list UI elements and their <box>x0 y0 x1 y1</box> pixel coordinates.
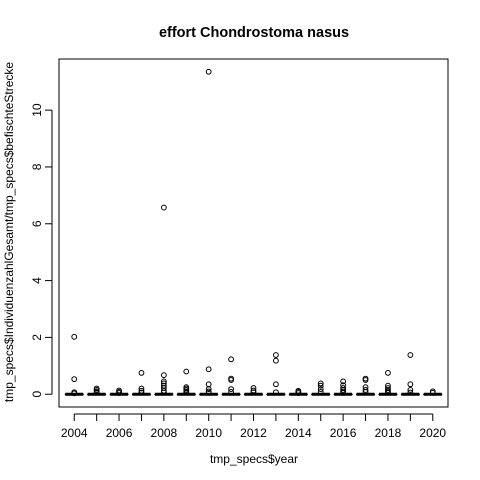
y-tick-label: 6 <box>30 220 44 227</box>
x-tick-label: 2010 <box>195 426 222 440</box>
box-2005 <box>87 385 107 396</box>
outlier-point <box>71 333 78 340</box>
x-tick-label: 2020 <box>419 426 446 440</box>
outlier-point <box>250 385 257 391</box>
outlier-point <box>407 387 414 393</box>
x-tick-label: 2016 <box>330 426 357 440</box>
outlier-point <box>160 378 167 385</box>
box-2014 <box>288 387 308 396</box>
outlier-point <box>317 380 324 387</box>
box-2012 <box>244 385 263 396</box>
y-axis-title: tmp_specs$IndividuenzahlGesamt/tmp_specs… <box>2 62 16 403</box>
outlier-point <box>273 357 279 364</box>
outlier-point <box>340 378 347 385</box>
x-tick-label: 2014 <box>285 426 312 440</box>
outlier-point <box>160 372 167 379</box>
outlier-point <box>228 389 234 395</box>
outlier-point <box>385 370 391 376</box>
outlier-point <box>385 382 391 389</box>
outlier-point <box>228 386 234 393</box>
box-2013 <box>266 352 286 396</box>
plot-frame <box>58 58 449 408</box>
outlier-point <box>205 386 212 393</box>
outlier-point <box>116 390 122 396</box>
x-tick-label: 2018 <box>375 426 402 440</box>
outlier-point <box>138 385 145 392</box>
outlier-point <box>250 387 257 394</box>
box-2006 <box>109 387 129 396</box>
outlier-point <box>205 366 212 373</box>
outlier-point <box>205 389 212 396</box>
outlier-point <box>429 389 436 396</box>
outlier-point <box>138 387 145 394</box>
box-2004 <box>64 333 84 397</box>
outlier-point <box>362 389 369 395</box>
outlier-point <box>317 382 324 389</box>
outlier-point <box>183 368 190 375</box>
y-tick-label: 2 <box>30 334 44 341</box>
outlier-point <box>407 389 414 396</box>
box-2008 <box>154 204 174 396</box>
box-2015 <box>311 380 331 396</box>
outlier-point <box>317 386 324 393</box>
outlier-point <box>71 390 78 397</box>
outlier-point <box>273 381 279 388</box>
y-axis: 0 2 4 6 8 10 <box>30 103 53 398</box>
outlier-point <box>138 389 145 396</box>
outlier-point <box>160 204 167 211</box>
x-tick-label: 2004 <box>61 426 88 440</box>
outlier-point <box>407 352 414 358</box>
x-axis-title: tmp_specs$year <box>210 452 298 466</box>
box-2020 <box>423 388 443 396</box>
box-2011 <box>221 356 241 396</box>
box-2019 <box>400 352 420 396</box>
y-tick-label: 0 <box>30 391 44 398</box>
outlier-point <box>138 370 145 376</box>
y-tick-label: 8 <box>30 163 44 170</box>
box-2017 <box>356 375 376 396</box>
box-2018 <box>378 370 398 396</box>
outlier-point <box>385 389 391 396</box>
outlier-point <box>407 381 414 388</box>
outlier-point <box>340 389 347 396</box>
outlier-point <box>93 389 100 396</box>
box-2010 <box>199 68 219 396</box>
box-2009 <box>176 368 196 396</box>
x-axis: 2004 2006 2008 2010 2012 2014 2016 2018 2020 <box>61 413 446 440</box>
x-tick-label: 2012 <box>240 426 267 440</box>
outlier-point <box>205 68 212 75</box>
outlier-point <box>273 389 279 396</box>
outlier-point <box>183 389 190 396</box>
outlier-point <box>362 377 369 383</box>
outlier-point <box>71 376 78 383</box>
y-tick-label: 10 <box>30 103 44 117</box>
outlier-point <box>160 387 167 394</box>
chart-title: effort Chondrostoma nasus <box>159 25 349 41</box>
y-tick-label: 4 <box>30 277 44 284</box>
outlier-point <box>362 387 369 393</box>
x-tick-label: 2006 <box>106 426 133 440</box>
boxes-layer <box>64 68 443 397</box>
outlier-point <box>160 389 167 396</box>
outlier-point <box>295 390 302 396</box>
outlier-point <box>228 356 234 363</box>
x-tick-label: 2008 <box>151 426 178 440</box>
outlier-point <box>273 352 279 358</box>
outlier-point <box>250 389 257 396</box>
outlier-point <box>317 389 324 395</box>
outlier-point <box>228 377 234 383</box>
box-2016 <box>333 378 353 396</box>
box-2007 <box>131 370 151 396</box>
outlier-point <box>205 381 212 388</box>
